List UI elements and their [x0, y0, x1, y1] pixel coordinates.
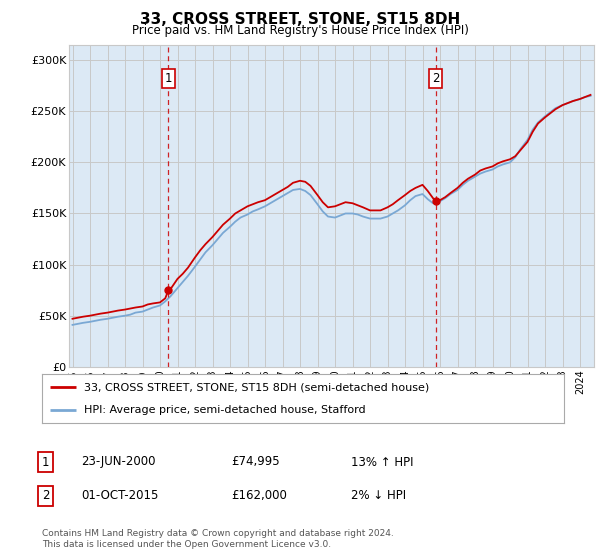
Text: Contains HM Land Registry data © Crown copyright and database right 2024.
This d: Contains HM Land Registry data © Crown c…	[42, 529, 394, 549]
Text: 1: 1	[164, 72, 172, 85]
Text: 13% ↑ HPI: 13% ↑ HPI	[351, 455, 413, 469]
Text: 2: 2	[432, 72, 439, 85]
Text: 23-JUN-2000: 23-JUN-2000	[81, 455, 155, 469]
Text: 2% ↓ HPI: 2% ↓ HPI	[351, 489, 406, 502]
Text: 01-OCT-2015: 01-OCT-2015	[81, 489, 158, 502]
Text: 33, CROSS STREET, STONE, ST15 8DH (semi-detached house): 33, CROSS STREET, STONE, ST15 8DH (semi-…	[84, 382, 429, 393]
Text: 1: 1	[42, 455, 50, 469]
Text: 33, CROSS STREET, STONE, ST15 8DH: 33, CROSS STREET, STONE, ST15 8DH	[140, 12, 460, 27]
Text: HPI: Average price, semi-detached house, Stafford: HPI: Average price, semi-detached house,…	[84, 405, 365, 416]
Text: Price paid vs. HM Land Registry's House Price Index (HPI): Price paid vs. HM Land Registry's House …	[131, 24, 469, 37]
Text: £162,000: £162,000	[231, 489, 287, 502]
Text: £74,995: £74,995	[231, 455, 280, 469]
Text: 2: 2	[42, 489, 50, 502]
